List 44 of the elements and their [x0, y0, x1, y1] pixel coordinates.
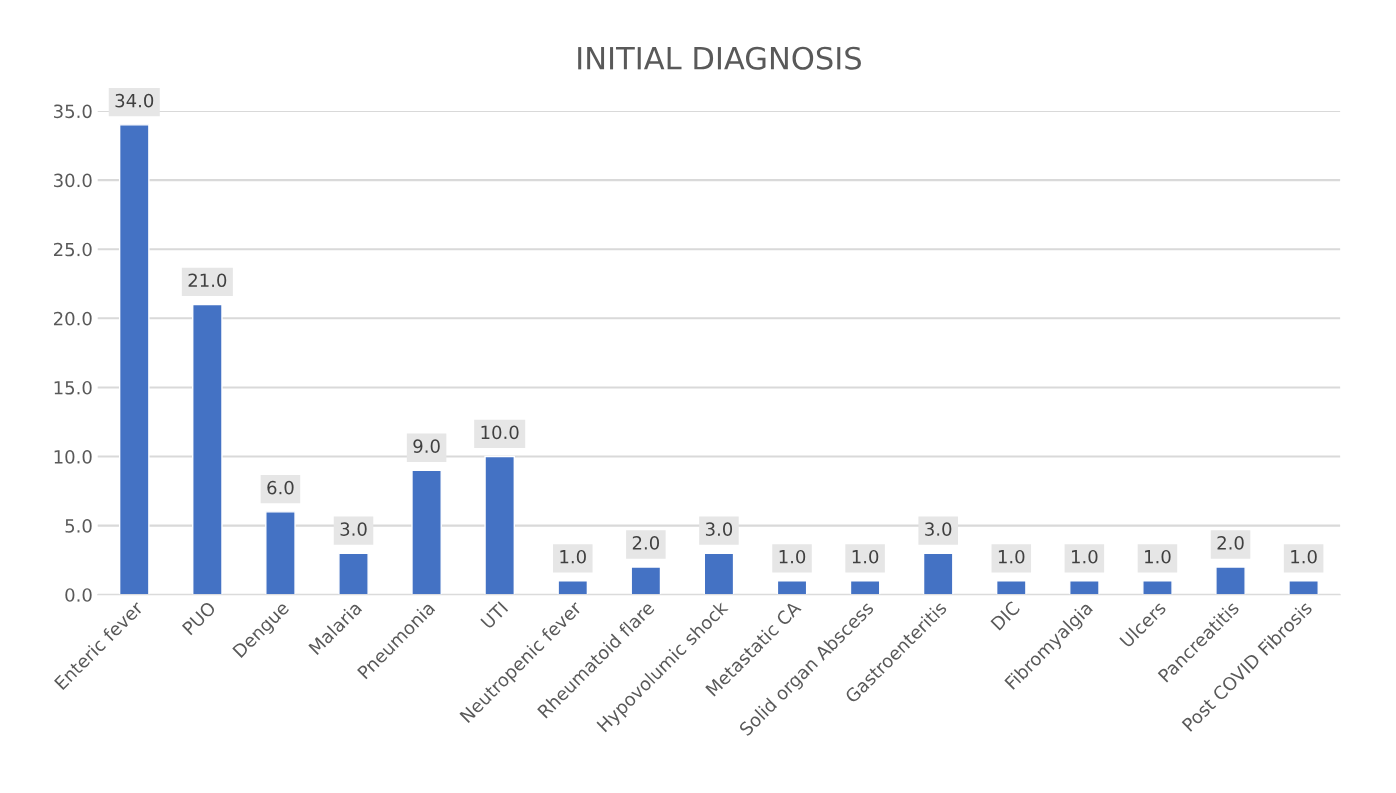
data-label: 2.0 [632, 536, 660, 550]
bar [265, 511, 296, 595]
y-tick-label: 0.0 [65, 588, 92, 602]
y-tick-label: 15.0 [54, 380, 92, 395]
bar [411, 469, 442, 595]
y-tick-label: 35.0 [54, 104, 92, 119]
data-label: 1.0 [1145, 549, 1171, 564]
data-label: 1.0 [998, 549, 1025, 564]
data-label: 3.0 [340, 522, 367, 536]
bar [1215, 566, 1246, 595]
bar [995, 580, 1027, 595]
data-label: 1.0 [1071, 549, 1098, 564]
data-label: 21.0 [188, 273, 227, 288]
bar [1142, 580, 1173, 595]
data-label: 3.0 [925, 522, 952, 536]
bar [557, 580, 589, 595]
y-tick-label: 5.0 [65, 519, 92, 533]
y-tick-label: 25.0 [53, 242, 92, 257]
data-label: 2.0 [1217, 536, 1244, 550]
data-label: 6.0 [267, 480, 294, 495]
bar [922, 552, 954, 595]
bar [849, 580, 881, 595]
bar [118, 124, 150, 595]
data-label: 1.0 [779, 549, 806, 564]
bar [776, 580, 808, 595]
chart-title: INITIAL DIAGNOSIS [578, 46, 861, 70]
data-label: 1.0 [1291, 549, 1317, 564]
x-tick-label: UTI [480, 601, 509, 630]
bar [1288, 580, 1319, 595]
data-label: 1.0 [560, 549, 586, 564]
y-tick-label: 10.0 [54, 450, 92, 464]
bar [1069, 580, 1100, 595]
bar [630, 566, 662, 595]
data-label: 34.0 [115, 93, 154, 108]
y-tick-label: 30.0 [54, 173, 92, 188]
bar [192, 303, 223, 595]
bar [703, 552, 735, 595]
data-label: 10.0 [481, 425, 519, 440]
data-label: 1.0 [852, 549, 879, 564]
bar [338, 552, 369, 595]
data-label: 9.0 [413, 439, 440, 453]
y-tick-label: 20.0 [53, 311, 92, 326]
data-label: 3.0 [705, 522, 733, 536]
bar [484, 455, 515, 595]
